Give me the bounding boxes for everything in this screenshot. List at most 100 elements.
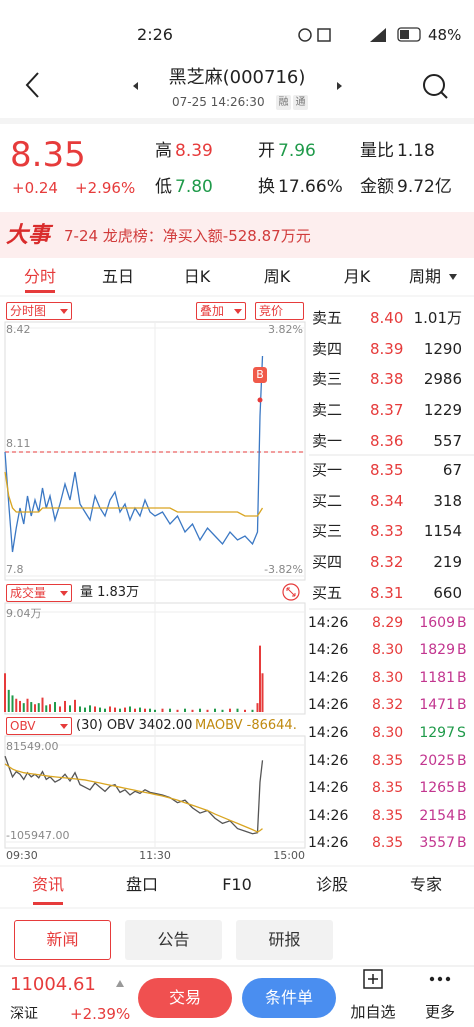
stat-value: 7.96 (278, 140, 316, 161)
trade-price: 8.30 (372, 725, 404, 741)
chart-button-label[interactable]: 竞价 (259, 304, 284, 319)
sub-tab[interactable] (236, 920, 333, 960)
action-button-label[interactable]: 交易 (168, 988, 202, 1008)
sub-tab[interactable] (125, 920, 222, 960)
sub-tab[interactable] (14, 920, 111, 960)
period-tab[interactable]: 周期 (408, 267, 442, 287)
info-tab[interactable]: 专家 (409, 875, 443, 895)
volume-bar (176, 709, 179, 712)
volume-bar (206, 709, 209, 712)
sub-tab-label[interactable]: 公告 (157, 930, 190, 950)
chart-button-label[interactable]: OBV (10, 719, 36, 734)
badge: 通 (295, 97, 306, 108)
banner-text[interactable]: 7-24 龙虎榜：净买入额-528.87万元 (64, 227, 311, 245)
y-tick-label: 9.04万 (6, 607, 42, 621)
stat-label: 量比 (360, 140, 394, 161)
info-tab[interactable]: 资讯 (31, 875, 65, 895)
book-level: 买四 (312, 553, 343, 572)
trade-price: 8.29 (372, 614, 404, 631)
book-level: 卖五 (312, 309, 343, 327)
trade-time: 14:26 (308, 697, 349, 714)
dropdown-icon (60, 309, 68, 314)
chart-button[interactable] (6, 584, 72, 602)
period-tab[interactable]: 五日 (101, 267, 135, 287)
x-tick-label: 15:00 (273, 849, 305, 863)
chart-button-label[interactable]: 成交量 (10, 586, 47, 601)
volume-bar (74, 699, 76, 712)
trade-price: 8.30 (372, 669, 404, 686)
chart-button[interactable] (196, 302, 246, 320)
y-tick-label: 8.11 (6, 437, 31, 451)
trade-side: B (457, 780, 467, 797)
book-level: 卖四 (312, 339, 343, 358)
trade-marker-label: B (256, 368, 264, 382)
book-volume: 1290 (423, 339, 462, 358)
action-button-label[interactable]: 条件单 (264, 988, 314, 1008)
trade-time: 14:26 (308, 752, 349, 769)
index-name: 深证 (10, 1005, 38, 1022)
info-tab[interactable]: F10 (222, 875, 252, 895)
action-button[interactable] (242, 978, 336, 1018)
trade-side: B (457, 697, 467, 714)
trade-volume: 2025 (419, 752, 455, 769)
action-button[interactable] (138, 978, 232, 1018)
trade-side: S (457, 725, 466, 741)
chart-button-label[interactable]: 叠加 (200, 304, 225, 319)
period-tab[interactable]: 分时 (23, 267, 57, 287)
chart-button[interactable] (6, 302, 72, 320)
trade-time: 14:26 (308, 780, 349, 797)
volume-bar (221, 709, 224, 712)
volume-bar (124, 707, 126, 712)
trade-volume: 1609 (419, 614, 455, 631)
book-price: 8.36 (370, 431, 404, 450)
volume-bar (144, 708, 146, 712)
volume-bar (229, 708, 231, 712)
stat-value: 17.66% (278, 176, 343, 197)
footer-action[interactable]: 更多 (424, 1003, 456, 1021)
period-tab[interactable]: 月K (343, 267, 371, 287)
sub-tab-label[interactable]: 研报 (268, 930, 301, 950)
y-tick-label: 8.42 (6, 323, 31, 337)
chart-button[interactable] (6, 717, 72, 735)
book-price: 8.35 (370, 461, 404, 479)
trade-time: 14:26 (308, 669, 349, 686)
book-volume: 660 (433, 583, 462, 602)
volume-bar (26, 698, 29, 712)
footer-action[interactable]: 加自选 (350, 1003, 396, 1021)
volume-bar (261, 673, 264, 712)
volume-label: 量 1.83万 (80, 585, 140, 601)
book-level: 买一 (312, 461, 343, 479)
trade-volume: 1181 (419, 669, 455, 686)
series-line (4, 355, 264, 553)
book-volume: 2986 (423, 370, 462, 389)
status-battery: 48% (428, 26, 462, 44)
period-tab[interactable]: 周K (263, 267, 291, 287)
book-price: 8.38 (370, 370, 404, 389)
volume-bar (45, 705, 48, 712)
info-tab[interactable]: 诊股 (315, 875, 349, 895)
trade-time: 14:26 (308, 614, 349, 631)
book-volume: 1229 (423, 401, 462, 420)
info-tab[interactable]: 盘口 (125, 875, 159, 895)
sub-tab-label[interactable]: 新闻 (46, 930, 79, 950)
trade-volume: 3557 (419, 835, 455, 852)
volume-bar (236, 708, 239, 712)
period-tab[interactable]: 日K (183, 267, 211, 287)
stat-label: 高 (155, 140, 172, 161)
chart-button-label[interactable]: 分时图 (10, 304, 47, 319)
trade-volume: 1265 (419, 780, 455, 797)
next-icon (337, 82, 342, 90)
chart-button[interactable] (255, 302, 304, 320)
expand-icon (282, 583, 300, 601)
trade-price: 8.32 (372, 697, 404, 714)
volume-bar (19, 700, 21, 712)
expand-icon (286, 587, 296, 597)
book-volume: 557 (433, 431, 462, 450)
book-volume: 67 (442, 461, 462, 479)
x-tick-label: 09:30 (6, 849, 38, 863)
search-icon (440, 91, 448, 99)
news-banner[interactable] (0, 212, 474, 258)
book-price: 8.34 (370, 491, 404, 510)
volume-bar (15, 698, 18, 712)
